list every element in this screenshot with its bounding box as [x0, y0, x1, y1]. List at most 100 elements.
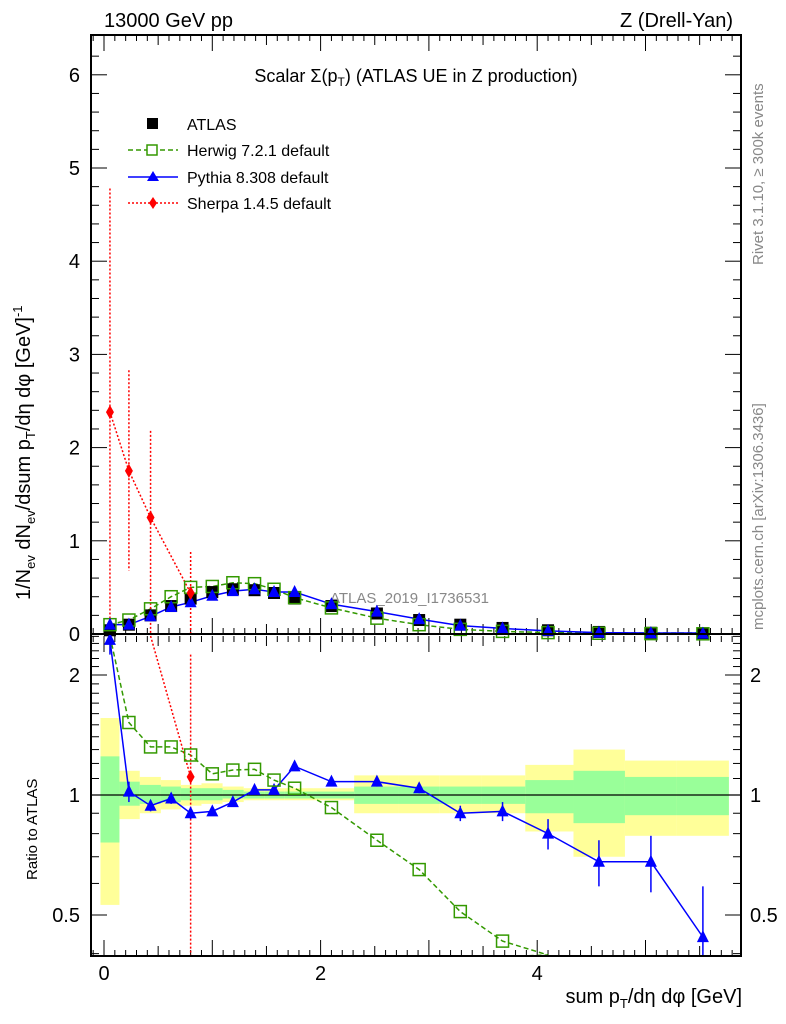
ratio-herwig-point [183, 748, 198, 762]
band-inner-bin [222, 789, 244, 799]
pythia-point [206, 588, 219, 601]
sherpa-point [124, 463, 133, 478]
pythia-point [454, 618, 467, 631]
ratio-y-tick-label: 0.5 [52, 905, 80, 927]
pythia-point [103, 617, 116, 630]
mcplots-label: mcplots.cern.ch [arXiv:1306.3436] [750, 403, 767, 630]
band-inner-bin [201, 788, 223, 801]
ratio-pythia-point [165, 791, 178, 804]
pythia-point [268, 585, 281, 598]
ratio-y-tick-label-right: 1 [750, 785, 761, 807]
band-inner-bin [525, 780, 574, 814]
ratio-herwig-point [226, 763, 240, 777]
ratio-pythia-point [696, 930, 709, 943]
ratio-sherpa-point [186, 769, 195, 784]
pythia-point [413, 612, 426, 625]
band-inner-bin [100, 756, 120, 843]
ratio-pythia-point [592, 854, 605, 867]
sherpa-point [146, 510, 155, 525]
ratio-pythia-point [184, 806, 197, 819]
x-axis-label: sum pT/dη dφ [GeV] [565, 986, 742, 1011]
ratio-herwig-line [109, 635, 549, 957]
ratio-pythia-point [413, 781, 426, 794]
ratio-y-label: Ratio to ATLAS [24, 779, 41, 880]
ratio-y-tick-label-right: 2 [750, 665, 761, 687]
legend-pythia-marker [147, 171, 159, 181]
y-tick-label: 0 [69, 624, 80, 646]
pythia-point [496, 621, 509, 634]
y-tick-label: 6 [69, 65, 80, 87]
ratio-herwig-point [412, 862, 426, 877]
ratio-pythia-point [226, 795, 239, 808]
ratio-herwig-point [164, 740, 178, 754]
ratio-pythia-point [370, 774, 383, 787]
legend-atlas-marker [147, 118, 158, 129]
y-tick-label: 1 [69, 531, 80, 553]
x-tick-label: 2 [315, 963, 326, 985]
ratio-herwig-point [143, 740, 158, 754]
pythia-point [325, 597, 338, 610]
x-tick-label: 4 [532, 963, 543, 985]
sherpa-point [105, 405, 114, 420]
pythia-point [644, 626, 657, 639]
data-marks [103, 188, 710, 957]
legend-herwig-marker [146, 144, 158, 156]
pythia-point [144, 609, 157, 622]
band-inner-bin [676, 776, 729, 816]
pythia-point [184, 595, 197, 608]
ratio-pythia-point [268, 782, 281, 795]
legend-sherpa-marker [149, 197, 157, 209]
ratio-herwig-point [453, 904, 468, 919]
ratio-herwig-point [495, 934, 510, 948]
legend-pythia-label: Pythia 8.308 default [187, 170, 329, 187]
rivet-label: Rivet 3.1.10, ≥ 300k events [750, 83, 767, 265]
band-inner-bin [180, 788, 202, 801]
plot-title: Scalar Σ(pT) (ATLAS UE in Z production) [254, 66, 577, 89]
ratio-pythia-point [496, 804, 509, 817]
sherpa-point [186, 585, 195, 600]
ratio-pythia-point [103, 632, 116, 645]
legend: ATLAS Herwig 7.2.1 default Pythia 8.308 … [128, 117, 332, 213]
pythia-point [696, 626, 709, 639]
ratio-pythia-point [542, 826, 555, 839]
pythia-point [288, 585, 301, 598]
ratio-herwig-point [247, 762, 262, 777]
ratio-herwig-point [205, 767, 220, 781]
y-tick-label: 2 [69, 438, 80, 460]
ratio-pythia-point [248, 782, 261, 795]
ratio-frame [90, 633, 742, 957]
pythia-point [248, 582, 261, 595]
band-inner-bin [573, 770, 625, 824]
ratio-pythia-point [644, 854, 657, 867]
ratio-pythia-point [288, 759, 301, 772]
pythia-point [165, 599, 178, 612]
band-inner-bin [624, 776, 677, 816]
ratio-pythia-point [122, 784, 135, 797]
pythia-point [370, 604, 383, 617]
legend-herwig-label: Herwig 7.2.1 default [187, 143, 330, 160]
ratio-pythia-point [325, 774, 338, 787]
legend-sherpa-label: Sherpa 1.4.5 default [187, 196, 332, 213]
ratio-sherpa-line [149, 635, 192, 778]
x-tick-label: 0 [98, 963, 109, 985]
ratio-herwig-point [122, 715, 136, 730]
ratio-herwig-point [267, 773, 281, 787]
pythia-point [542, 623, 555, 636]
ratio-herwig-point [370, 833, 384, 847]
y-axis-label: 1/Nev dNev/dsum pT/dη dφ [GeV]-1 [10, 305, 38, 600]
y-tick-label: 4 [69, 251, 80, 273]
y-tick-label: 3 [69, 344, 80, 366]
ratio-herwig-point [324, 800, 339, 815]
band-inner-bin [139, 784, 161, 804]
pythia-point [226, 584, 239, 597]
y-tick-label: 5 [69, 158, 80, 180]
ratio-herwig-point [287, 781, 302, 795]
ratio-y-tick-label: 1 [69, 785, 80, 807]
legend-atlas-label: ATLAS [187, 117, 237, 134]
ratio-y-tick-label-right: 0.5 [750, 905, 778, 927]
ratio-y-tick-label: 2 [69, 665, 80, 687]
ratio-pythia-point [454, 806, 467, 819]
pythia-point [122, 617, 135, 630]
header-left: 13000 GeV pp [104, 10, 233, 32]
